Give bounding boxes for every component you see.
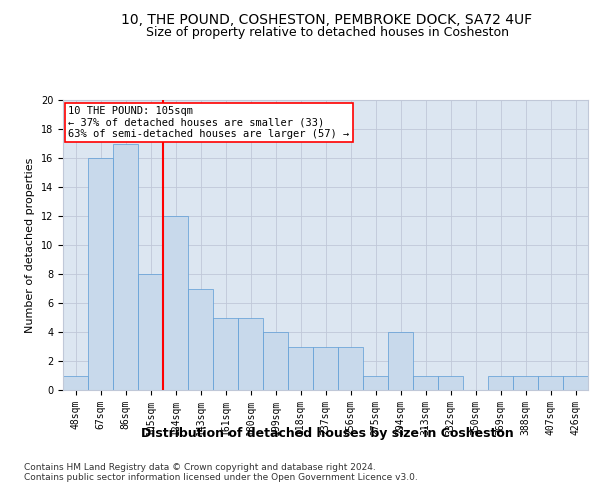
Bar xyxy=(263,332,288,390)
Bar xyxy=(513,376,538,390)
Bar xyxy=(438,376,463,390)
Bar xyxy=(63,376,88,390)
Y-axis label: Number of detached properties: Number of detached properties xyxy=(25,158,35,332)
Text: 10 THE POUND: 105sqm
← 37% of detached houses are smaller (33)
63% of semi-detac: 10 THE POUND: 105sqm ← 37% of detached h… xyxy=(68,106,349,139)
Text: Contains HM Land Registry data © Crown copyright and database right 2024.
Contai: Contains HM Land Registry data © Crown c… xyxy=(24,462,418,482)
Bar xyxy=(488,376,513,390)
Bar xyxy=(138,274,163,390)
Bar xyxy=(413,376,438,390)
Text: 10, THE POUND, COSHESTON, PEMBROKE DOCK, SA72 4UF: 10, THE POUND, COSHESTON, PEMBROKE DOCK,… xyxy=(121,12,533,26)
Bar xyxy=(538,376,563,390)
Bar xyxy=(313,346,338,390)
Bar xyxy=(288,346,313,390)
Bar xyxy=(338,346,363,390)
Bar xyxy=(238,318,263,390)
Bar xyxy=(363,376,388,390)
Bar xyxy=(88,158,113,390)
Bar xyxy=(188,288,213,390)
Bar xyxy=(388,332,413,390)
Bar xyxy=(113,144,138,390)
Bar xyxy=(163,216,188,390)
Bar xyxy=(213,318,238,390)
Text: Size of property relative to detached houses in Cosheston: Size of property relative to detached ho… xyxy=(146,26,509,39)
Bar xyxy=(563,376,588,390)
Text: Distribution of detached houses by size in Cosheston: Distribution of detached houses by size … xyxy=(140,428,514,440)
